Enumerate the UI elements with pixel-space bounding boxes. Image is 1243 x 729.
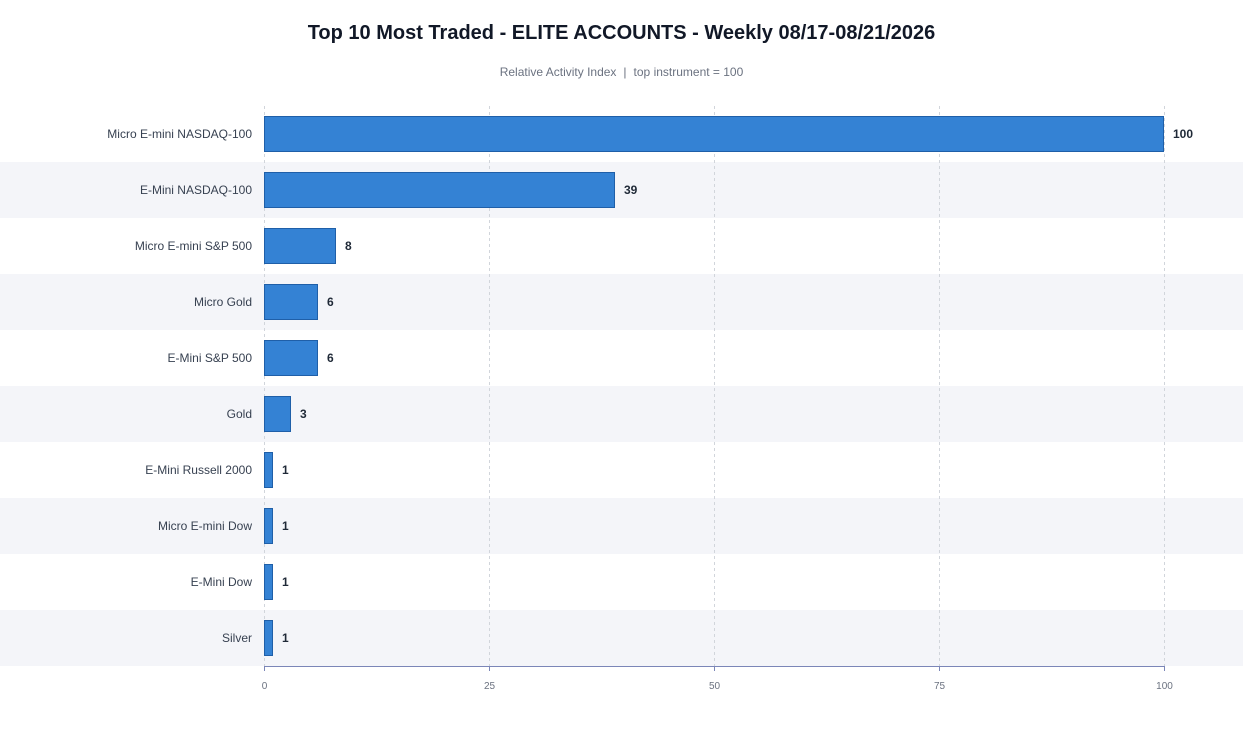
bars	[264, 116, 1164, 656]
subtitle-separator: |	[623, 65, 627, 79]
value-label: 3	[300, 407, 307, 421]
category-label: Gold	[227, 407, 252, 421]
value-label: 1	[282, 631, 289, 645]
x-tick-label: 75	[934, 681, 946, 692]
x-tick-label: 0	[262, 681, 268, 692]
chart-subtitle: Relative Activity Index | top instrument =…	[0, 65, 1243, 79]
value-label: 1	[282, 575, 289, 589]
row-band	[0, 274, 1243, 330]
category-label: E-Mini S&P 500	[168, 351, 253, 365]
row-band	[0, 162, 1243, 218]
bar	[264, 284, 318, 320]
value-label: 1	[282, 463, 289, 477]
value-label: 6	[327, 295, 334, 309]
x-tick-label: 100	[1156, 681, 1173, 692]
category-label: Micro Gold	[194, 295, 252, 309]
row-band	[0, 386, 1243, 442]
x-axis: 0 25 50 75 100	[262, 666, 1173, 692]
category-label: Silver	[222, 631, 252, 645]
bar	[264, 396, 291, 432]
bar	[264, 172, 615, 208]
bar	[264, 340, 318, 376]
bar	[264, 620, 273, 656]
value-label: 39	[624, 183, 638, 197]
row-band	[0, 498, 1243, 554]
value-label: 6	[327, 351, 334, 365]
bar	[264, 452, 273, 488]
subtitle-metric: Relative Activity Index	[499, 65, 617, 79]
category-label: Micro E-mini S&P 500	[135, 239, 252, 253]
category-labels: Micro E-mini NASDAQ-100 E-Mini NASDAQ-100…	[107, 127, 252, 645]
value-label: 8	[345, 239, 352, 253]
category-label: E-Mini Dow	[191, 575, 253, 589]
value-label: 100	[1173, 127, 1193, 141]
category-label: E-Mini Russell 2000	[145, 463, 252, 477]
chart-title: Top 10 Most Traded - ELITE ACCOUNTS - We…	[307, 22, 936, 44]
value-labels: 100 39 8 6 6 3 1 1 1 1	[282, 127, 1193, 645]
bar	[264, 228, 336, 264]
row-band	[0, 610, 1243, 666]
x-tick-label: 50	[709, 681, 721, 692]
row-bands	[0, 162, 1243, 666]
category-label: Micro E-mini Dow	[158, 519, 252, 533]
subtitle-note: top instrument = 100	[633, 65, 744, 79]
bar	[264, 564, 273, 600]
value-label: 1	[282, 519, 289, 533]
category-label: E-Mini NASDAQ-100	[140, 183, 252, 197]
bar	[264, 508, 273, 544]
category-label: Micro E-mini NASDAQ-100	[107, 127, 252, 141]
x-tick-label: 25	[484, 681, 496, 692]
bar	[264, 116, 1164, 152]
